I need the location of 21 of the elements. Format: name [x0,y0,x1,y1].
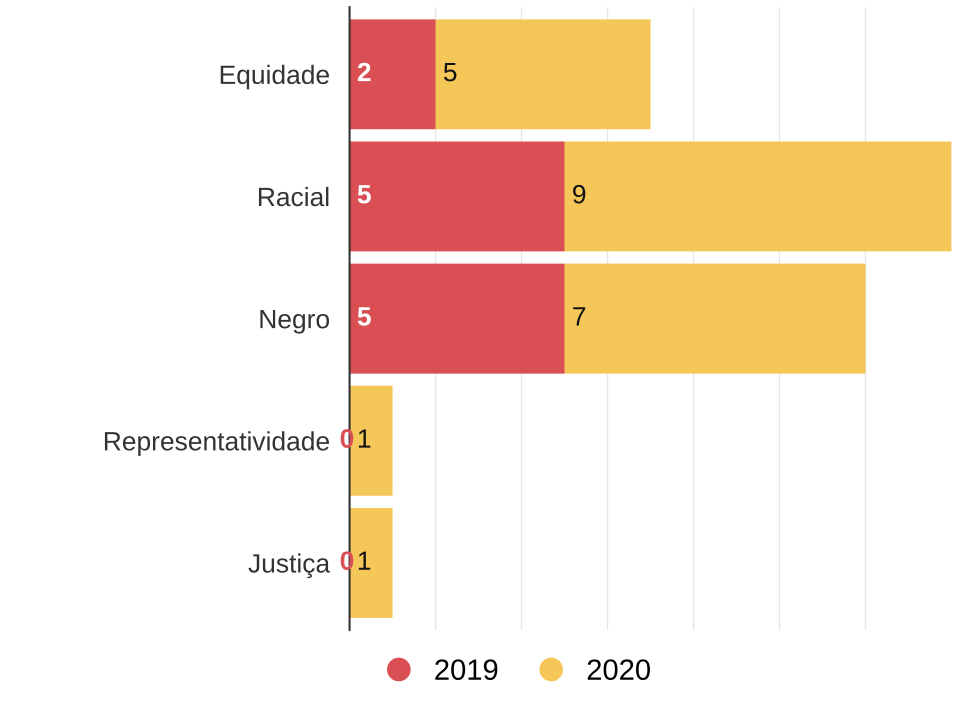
bar [436,19,651,130]
data-label: 7 [573,307,586,326]
y-tick-label: Representatividade [104,431,329,456]
bar [564,264,866,374]
data-label: 1 [358,552,370,570]
data-label: 2 [358,62,370,82]
bar [564,141,952,252]
data-label: 5 [444,62,456,82]
data-label: 5 [358,307,371,326]
legend-label: 2020 [588,659,650,680]
bar [350,141,565,252]
legend-label: 2019 [435,659,498,680]
y-tick-label: Equidade [220,64,329,90]
data-label: 9 [573,184,586,204]
y-tick-label: Negro [260,310,330,334]
data-label: 5 [358,185,371,204]
y-tick-label: Racial [258,186,328,206]
y-tick-label: Justiça [248,553,330,578]
data-label: 1 [358,429,370,448]
bar [350,19,436,130]
bar [350,264,565,374]
